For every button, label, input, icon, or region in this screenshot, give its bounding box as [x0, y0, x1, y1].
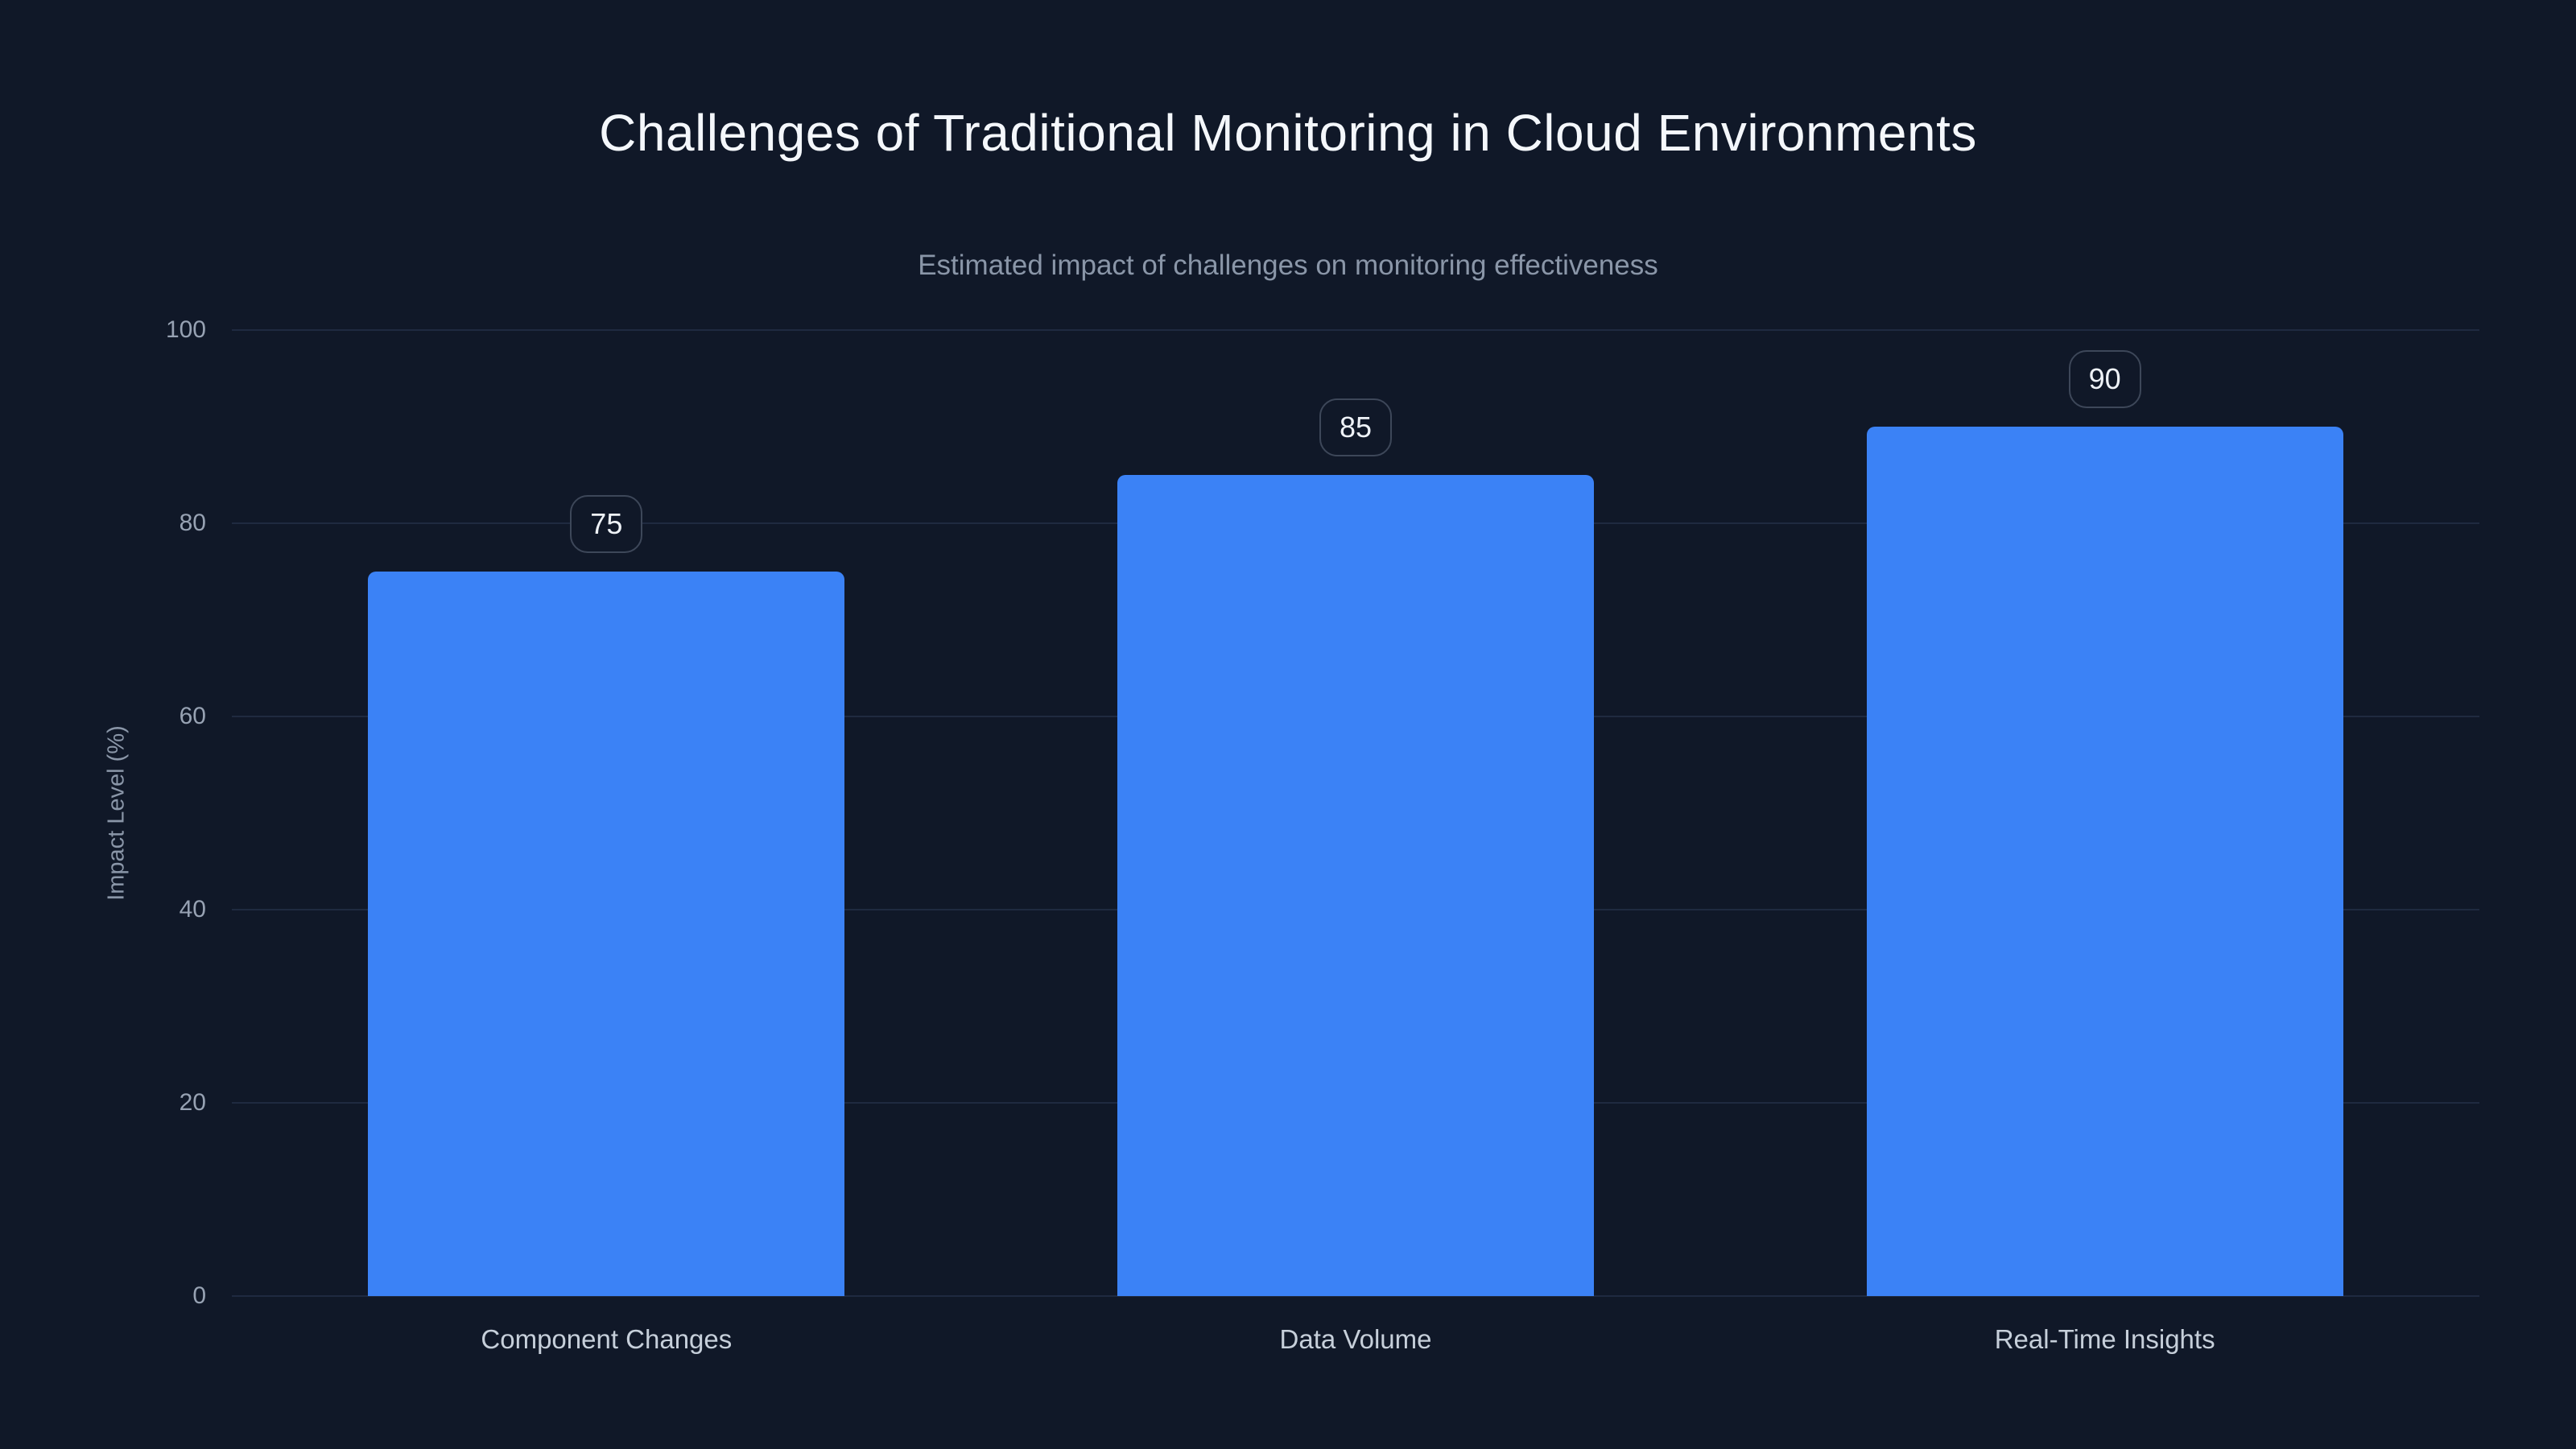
- y-tick-label-40: 40: [179, 896, 206, 923]
- gridline-y100: [232, 329, 2479, 331]
- bar-data-volume: [1117, 475, 1594, 1296]
- x-category-label-real-time-insights: Real-Time Insights: [1994, 1324, 2215, 1354]
- y-tick-label-20: 20: [179, 1089, 206, 1116]
- gridline-y0: [232, 1295, 2479, 1297]
- y-tick-label-100: 100: [165, 316, 206, 343]
- value-badge-75: 75: [570, 495, 643, 553]
- bar-component-changes: [368, 572, 845, 1296]
- value-badge-85: 85: [1319, 398, 1392, 456]
- y-tick-label-80: 80: [179, 510, 206, 536]
- chart-title: Challenges of Traditional Monitoring in …: [599, 104, 1977, 162]
- y-tick-label-0: 0: [192, 1282, 206, 1309]
- plot-area: 0 20 40 60 80 100 75 Component Changes 85 Data V…: [166, 316, 2479, 1354]
- y-tick-label-60: 60: [179, 703, 206, 729]
- value-badge-90: 90: [2068, 350, 2141, 408]
- chart-subtitle: Estimated impact of challenges on monito…: [918, 250, 1658, 281]
- x-category-label-component-changes: Component Changes: [481, 1324, 733, 1354]
- y-axis-title: Impact Level (%): [103, 725, 130, 901]
- bar-real-time-insights: [1866, 427, 2343, 1296]
- x-category-label-data-volume: Data Volume: [1279, 1324, 1432, 1354]
